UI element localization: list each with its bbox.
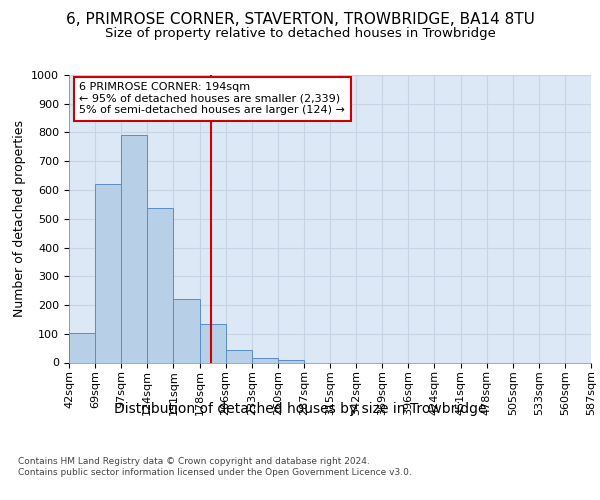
Bar <box>252 358 278 362</box>
Text: Distribution of detached houses by size in Trowbridge: Distribution of detached houses by size … <box>114 402 486 416</box>
Bar <box>148 208 173 362</box>
Y-axis label: Number of detached properties: Number of detached properties <box>13 120 26 318</box>
Text: Contains HM Land Registry data © Crown copyright and database right 2024.
Contai: Contains HM Land Registry data © Crown c… <box>18 458 412 477</box>
Bar <box>95 184 121 362</box>
Bar <box>69 333 95 362</box>
Bar <box>199 324 226 362</box>
Bar <box>173 298 199 362</box>
Text: 6 PRIMROSE CORNER: 194sqm
← 95% of detached houses are smaller (2,339)
5% of sem: 6 PRIMROSE CORNER: 194sqm ← 95% of detac… <box>79 82 346 116</box>
Bar <box>121 136 148 362</box>
Bar <box>278 360 304 362</box>
Bar <box>226 350 252 362</box>
Text: 6, PRIMROSE CORNER, STAVERTON, TROWBRIDGE, BA14 8TU: 6, PRIMROSE CORNER, STAVERTON, TROWBRIDG… <box>65 12 535 28</box>
Text: Size of property relative to detached houses in Trowbridge: Size of property relative to detached ho… <box>104 28 496 40</box>
